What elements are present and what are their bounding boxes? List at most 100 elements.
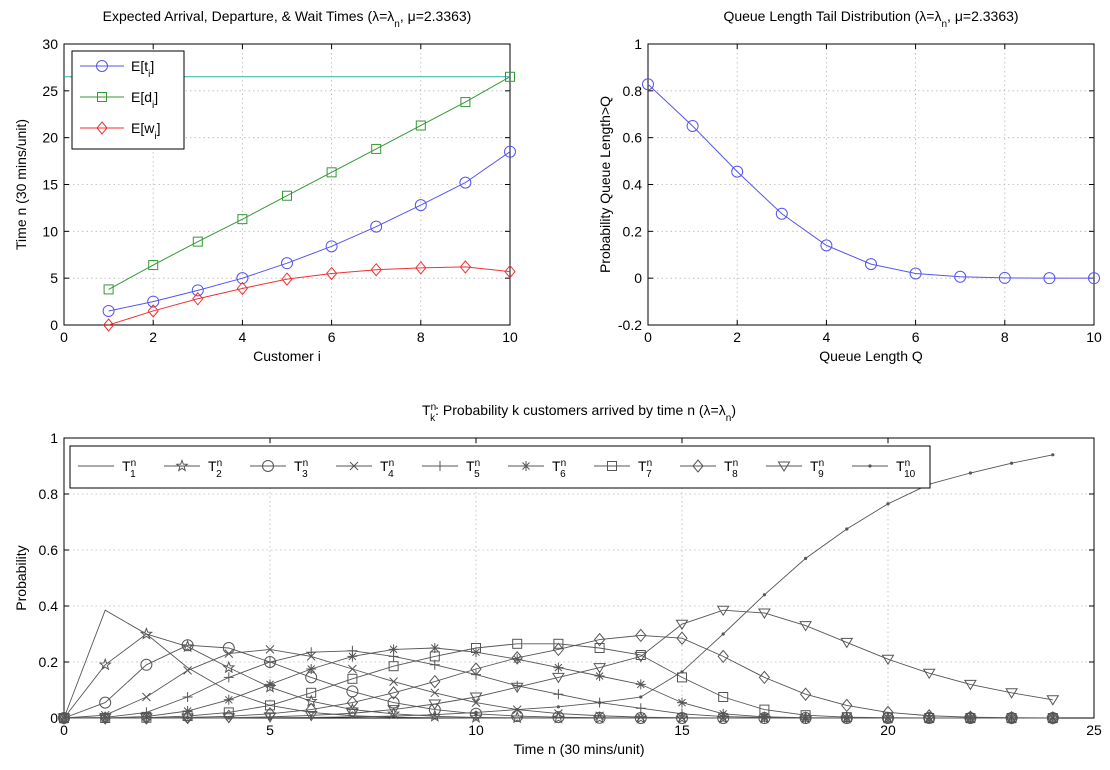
chart2-ticks: 0 2 4 6 8 10-0.200.20.40.60.81: [618, 36, 1102, 345]
chart1-ytick-label: 20: [42, 130, 58, 146]
chart3-legend-box: [69, 445, 931, 489]
chart1-ytick-label: 10: [42, 223, 58, 239]
chart1-legend: E[ti] E[di] E[wi]: [71, 50, 185, 150]
chart3-series-9-point: [140, 713, 153, 724]
chart3-ytick-label: 0.8: [39, 486, 59, 502]
chart3-series-10-point: [762, 593, 767, 597]
chart3-series-10-point: [186, 716, 190, 720]
chart1-series-1-point: [325, 240, 338, 253]
chart3-series-8-point: [429, 674, 441, 689]
chart3-series-7-point: [759, 704, 770, 715]
chart3-series-2-point: [675, 711, 689, 724]
chart3-series-7-point: [347, 673, 358, 684]
chart2-series-1-point: [865, 258, 877, 271]
chart3-legend-label: Tn 2: [208, 458, 222, 480]
chart3-series-7-point: [718, 692, 729, 702]
chart1-series-1-point: [236, 272, 249, 285]
chart2-ytick-label: 0: [634, 270, 642, 286]
chart2-ytick-label: 1: [634, 36, 642, 52]
chart-expected-times: Expected Arrival, Departure, & Wait Time…: [13, 8, 518, 364]
chart3-series-8-point: [470, 662, 482, 676]
chart1-series-3: [102, 260, 516, 332]
chart3-series-2-point: [139, 627, 153, 640]
chart3-series-8-point: [593, 632, 606, 647]
chart3-series-8-point: [140, 711, 153, 725]
chart3-series-8-point: [387, 686, 400, 700]
chart3-series-3-point: [99, 696, 112, 709]
chart1-ylabel: Time n (30 mins/unit): [13, 119, 29, 250]
chart3-series-6-point: [265, 679, 275, 690]
chart1-xtick-label: 8: [417, 329, 425, 345]
chart1-series-2-point: [103, 284, 114, 295]
chart3-series-10-point: [392, 714, 396, 718]
chart2-series-1-point: [1088, 272, 1100, 285]
chart3-series-4-point: [595, 711, 604, 721]
chart3-series-4-point: [183, 666, 192, 675]
chart3-series-9-point: [922, 668, 936, 680]
chart3-series-10-point: [721, 632, 725, 636]
chart1-series-1-line: [108, 151, 511, 312]
chart3-series-10-point: [886, 502, 890, 506]
chart2-xtick-label: 2: [733, 329, 741, 345]
chart3-legend-label: Tn 6: [552, 458, 566, 480]
chart3-series-2-point: [181, 639, 195, 653]
chart1-series-2-point: [192, 236, 203, 247]
chart2-series-1-point: [642, 78, 654, 91]
chart3-series-6-point: [594, 671, 605, 681]
chart1-series-3-point: [504, 264, 516, 279]
chart3-series-9-point: [98, 713, 112, 724]
chart3-series-6-point: [429, 643, 440, 653]
chart3-series-3-point: [470, 707, 482, 720]
chart2-ytick-label: 0.6: [623, 130, 643, 146]
chart3-legend-marker: [175, 459, 189, 472]
chart1-ticks: 0 2 4 6 8 10 0 5 10 15 20 25 30: [42, 36, 518, 345]
chart3-series-9-point: [799, 621, 812, 632]
chart3-series-3-point: [593, 711, 606, 724]
chart3-legend-label: Tn 7: [638, 458, 652, 480]
chart3-series-4-point: [636, 712, 646, 722]
chart3-series-7-point: [553, 638, 564, 649]
chart1-series-3-point: [147, 304, 159, 318]
chart2-title: Queue Length Tail Distribution (λ=λn, μ=…: [723, 8, 1018, 30]
chart3-series-9-point: [1046, 695, 1060, 706]
chart3-series-10-point: [474, 710, 478, 715]
chart1-ytick-label: 25: [42, 83, 58, 99]
chart3-series-3-point: [140, 658, 153, 671]
chart2-series-1-point: [686, 119, 699, 132]
chart3-series-6-point: [635, 679, 646, 690]
chart3-xlabel: Time n (30 mins/unit): [514, 741, 645, 757]
chart3-series-9-point: [840, 637, 854, 649]
chart1-legend-label: E[di]: [131, 89, 158, 111]
chart1-xlabel: Customer i: [253, 348, 321, 364]
chart3-legend-label: Tn 1: [122, 458, 136, 480]
chart3-series-4-point: [348, 664, 357, 674]
chart3-xtick-label: 20: [880, 722, 896, 738]
chart3-series-6-point: [347, 651, 358, 662]
chart1-series-1-point: [414, 199, 427, 212]
chart3-series-8-point: [841, 698, 853, 713]
chart1-series-1-point: [370, 220, 383, 233]
chart1-title: Expected Arrival, Departure, & Wait Time…: [103, 8, 472, 30]
chart2-series-1-point: [954, 270, 967, 283]
chart3-series-7-point: [800, 710, 811, 721]
chart3-ytick-label: 0.4: [39, 598, 59, 614]
chart3-series-8-line: [64, 634, 1053, 719]
chart3-series-8-point: [552, 642, 565, 657]
chart2-series-1-point: [998, 271, 1011, 284]
chart3-series-6-point: [841, 713, 852, 723]
chart3-series-8-point: [511, 651, 523, 665]
chart3-series-6-point: [388, 644, 399, 655]
chart3-series-9-point: [758, 608, 771, 619]
chart3-ticks: 0 5 10 15 20 25 0 0.2 0.4 0.6 0.8 1: [39, 430, 1102, 738]
chart3-series-10-point: [680, 670, 684, 674]
chart3-series-8-point: [676, 631, 688, 645]
chart3-series-5-point: [223, 672, 234, 683]
chart3-series-10-point: [515, 708, 519, 712]
chart3-series-5-point: [677, 708, 687, 719]
chart3-series-7-point: [883, 712, 893, 723]
chart3-legend-marker: [262, 460, 274, 472]
chart3-series-10-point: [804, 556, 808, 561]
chart3-series-8-point: [964, 710, 977, 724]
chart3-series-10-point: [968, 471, 973, 475]
chart3-series-6-point: [800, 712, 811, 723]
